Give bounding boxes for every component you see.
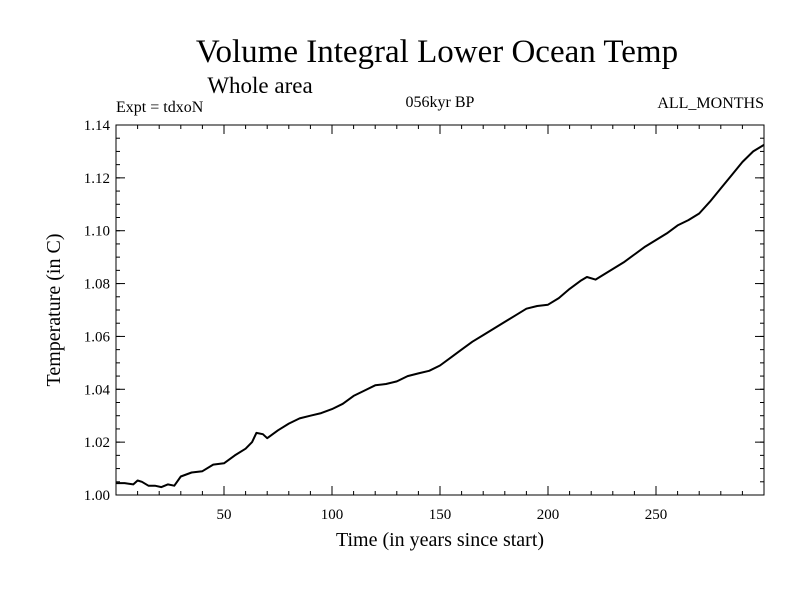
x-tick-label: 200 [537, 507, 560, 523]
experiment-label: Expt = tdxoN [116, 99, 204, 116]
x-tick-label: 50 [217, 507, 232, 523]
y-tick-label: 1.04 [84, 382, 111, 398]
y-tick-label: 1.00 [84, 488, 110, 504]
months-label: ALL_MONTHS [657, 95, 764, 112]
period-label: 056kyr BP [406, 94, 475, 111]
plot-frame [115, 124, 765, 496]
y-tick-label: 1.02 [84, 435, 110, 451]
y-tick-label: 1.10 [84, 224, 110, 240]
chart-subtitle: Whole area [207, 73, 312, 98]
y-tick-label: 1.12 [84, 171, 110, 187]
x-axis-ticks [137, 125, 743, 495]
y-axis-label: Temperature (in C) [43, 234, 65, 387]
chart-title: Volume Integral Lower Ocean Temp [196, 34, 678, 70]
x-tick-label: 250 [645, 507, 668, 523]
x-axis-label: Time (in years since start) [336, 529, 544, 551]
y-tick-label: 1.08 [84, 277, 110, 293]
y-tick-label: 1.14 [84, 118, 111, 134]
x-axis-tick-labels: 50 100 150 200 250 [217, 507, 668, 523]
series-line [116, 143, 765, 489]
y-axis-tick-labels: 1.00 1.02 1.04 1.06 1.08 1.10 1.12 1.14 [84, 118, 111, 504]
x-tick-label: 100 [321, 507, 344, 523]
y-tick-label: 1.06 [84, 329, 111, 345]
x-tick-label: 150 [429, 507, 452, 523]
